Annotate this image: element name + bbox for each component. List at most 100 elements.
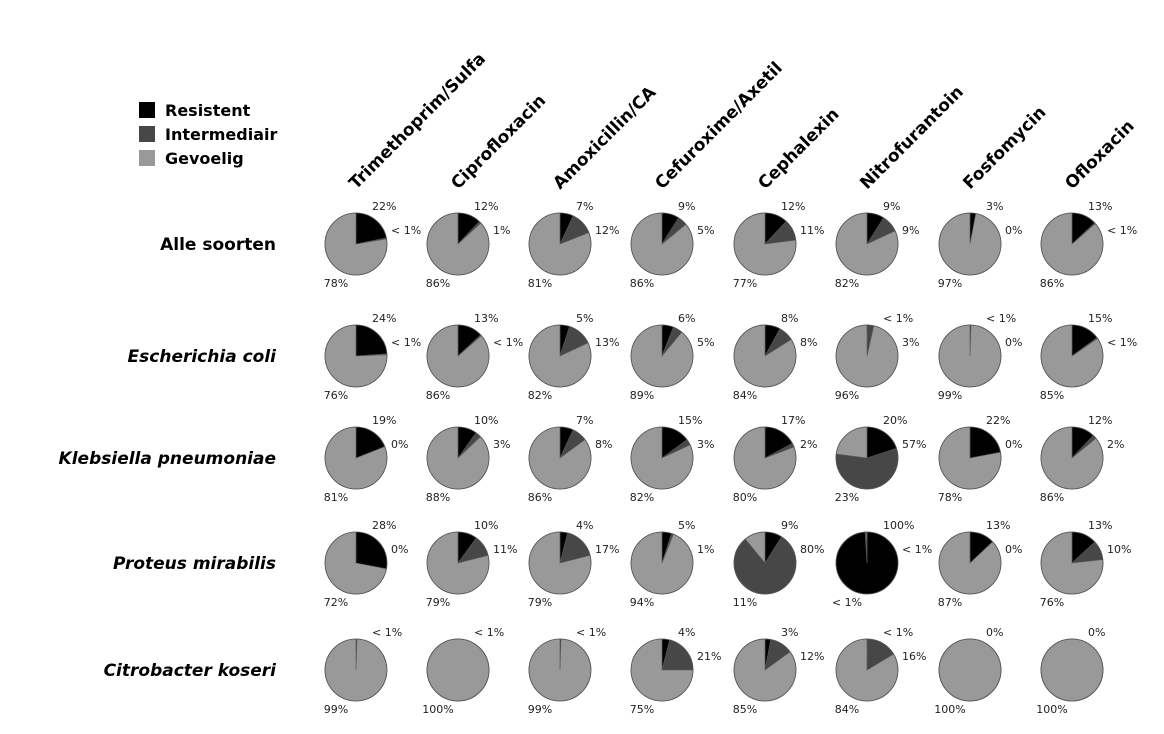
pie-outline — [528, 531, 592, 595]
pie-outline — [324, 426, 388, 490]
pie-alle-soorten-cephalexin: 12% 11% 77% — [733, 200, 825, 290]
pct-label-gevoelig: 86% — [426, 277, 450, 290]
pct-label-intermediair: < 1% — [391, 224, 421, 237]
pct-label-resistent: 4% — [576, 519, 593, 532]
pct-label-intermediair: 12% — [800, 650, 824, 663]
pie-klebsiella-pneumoniae-amoxicillin-ca: 7%8% 86% — [528, 414, 613, 504]
pie-alle-soorten-trimethoprim-sulfa: 22% < 1% 78% — [324, 200, 421, 290]
pie-slice-resistent — [355, 531, 388, 570]
pct-label-resistent: 4% — [678, 626, 695, 639]
pct-label-resistent: < 1% — [372, 626, 402, 639]
pct-label-gevoelig: 99% — [938, 389, 962, 402]
pct-label-gevoelig: 75% — [630, 703, 654, 716]
pct-label-resistent: 13% — [1088, 200, 1112, 213]
pct-label-resistent: 24% — [372, 312, 396, 325]
pct-label-intermediair: 5% — [697, 336, 714, 349]
pct-label-resistent: 17% — [781, 414, 805, 427]
pct-label-resistent: 15% — [678, 414, 702, 427]
pct-label-intermediair: < 1% — [902, 543, 932, 556]
pct-label-intermediair: 3% — [902, 336, 919, 349]
pct-label-gevoelig: 23% — [835, 491, 859, 504]
pct-label-intermediair: 11% — [493, 543, 517, 556]
pct-label-gevoelig: 99% — [528, 703, 552, 716]
column-header-fosfomycin: Fosfomycin — [959, 103, 1050, 194]
pct-label-intermediair: 0% — [391, 543, 408, 556]
pie-alle-soorten-cefuroxime-axetil: 9%5% 86% — [630, 200, 715, 290]
pct-label-resistent: 6% — [678, 312, 695, 325]
pct-label-intermediair: 2% — [1107, 438, 1124, 451]
pie-outline — [426, 531, 490, 595]
pct-label-gevoelig: 100% — [422, 703, 453, 716]
pie-citrobacter-koseri-fosfomycin: 0% 100% — [934, 626, 1003, 716]
pie-outline — [938, 324, 1002, 388]
column-header-cephalexin: Cephalexin — [754, 104, 843, 193]
pct-label-resistent: < 1% — [883, 312, 913, 325]
pie-proteus-mirabilis-ciprofloxacin: 10% 11% 79% — [426, 519, 518, 609]
pct-label-gevoelig: 81% — [528, 277, 552, 290]
pct-label-intermediair: 21% — [697, 650, 721, 663]
row-label-citrobacter-koseri: Citrobacter koseri — [104, 661, 278, 681]
legend-swatch-intermediair — [139, 126, 155, 142]
pct-label-resistent: 0% — [1088, 626, 1105, 639]
pie-proteus-mirabilis-cefuroxime-axetil: 5%1% 94% — [630, 519, 715, 609]
pct-label-resistent: 12% — [781, 200, 805, 213]
pct-label-gevoelig: 99% — [324, 703, 348, 716]
pie-outline — [528, 212, 592, 276]
row-labels: Alle soorten Escherichia coli Klebsiella p… — [59, 235, 278, 681]
pct-label-gevoelig: 87% — [938, 596, 962, 609]
pie-citrobacter-koseri-ofloxacin: 0% 100% — [1036, 626, 1105, 716]
pie-escherichia-coli-cefuroxime-axetil: 6%5% 89% — [630, 312, 715, 402]
pie-outline — [528, 426, 592, 490]
pie-outline — [426, 638, 490, 702]
pie-klebsiella-pneumoniae-ofloxacin: 12% 2% 86% — [1040, 414, 1125, 504]
pct-label-resistent: 20% — [883, 414, 907, 427]
pct-label-resistent: < 1% — [576, 626, 606, 639]
pie-outline — [324, 324, 388, 388]
pie-outline — [324, 531, 388, 595]
pie-slice-gevoelig — [835, 426, 868, 459]
pct-label-intermediair: < 1% — [493, 336, 523, 349]
pct-label-intermediair: 17% — [595, 543, 619, 556]
pie-outline — [630, 212, 694, 276]
pct-label-gevoelig: 77% — [733, 277, 757, 290]
pie-outline — [938, 426, 1002, 490]
pie-outline — [630, 638, 694, 702]
pct-label-intermediair: 12% — [595, 224, 619, 237]
pct-label-gevoelig: 100% — [1036, 703, 1067, 716]
pct-label-intermediair: 0% — [1005, 224, 1022, 237]
pct-label-gevoelig: 84% — [733, 389, 757, 402]
pie-alle-soorten-amoxicillin-ca: 7%12% 81% — [528, 200, 620, 290]
pie-outline — [1040, 324, 1104, 388]
pie-klebsiella-pneumoniae-ciprofloxacin: 10% 3% 88% — [426, 414, 511, 504]
pie-citrobacter-koseri-ciprofloxacin: < 1% 100% — [422, 626, 504, 716]
pie-citrobacter-koseri-cefuroxime-axetil: 4%21% 75% — [630, 626, 722, 716]
pie-citrobacter-koseri-cephalexin: 3%12% 85% — [733, 626, 825, 716]
legend-swatch-gevoelig — [139, 150, 155, 166]
pct-label-intermediair: 0% — [1005, 336, 1022, 349]
pie-klebsiella-pneumoniae-nitrofurantoin: 20% 57% 23% — [835, 414, 927, 504]
pie-outline — [835, 638, 899, 702]
pie-outline — [630, 324, 694, 388]
pct-label-resistent: 9% — [781, 519, 798, 532]
pct-label-resistent: 0% — [986, 626, 1003, 639]
pct-label-resistent: 13% — [986, 519, 1010, 532]
pie-escherichia-coli-amoxicillin-ca: 5%13% 82% — [528, 312, 620, 402]
pct-label-gevoelig: 85% — [1040, 389, 1064, 402]
pct-label-intermediair: 0% — [1005, 543, 1022, 556]
pct-label-gevoelig: 82% — [528, 389, 552, 402]
pie-outline — [426, 324, 490, 388]
row-label-escherichia-coli: Escherichia coli — [128, 347, 278, 367]
pct-label-intermediair: 13% — [595, 336, 619, 349]
pct-label-gevoelig: 79% — [426, 596, 450, 609]
pct-label-resistent: 9% — [883, 200, 900, 213]
pct-label-resistent: 28% — [372, 519, 396, 532]
pct-label-gevoelig: 86% — [528, 491, 552, 504]
pct-label-resistent: 9% — [678, 200, 695, 213]
pct-label-gevoelig: 97% — [938, 277, 962, 290]
pie-outline — [938, 212, 1002, 276]
pct-label-gevoelig: 84% — [835, 703, 859, 716]
pct-label-intermediair: 8% — [800, 336, 817, 349]
pie-klebsiella-pneumoniae-fosfomycin: 22% 0% 78% — [938, 414, 1023, 504]
pct-label-gevoelig: 94% — [630, 596, 654, 609]
